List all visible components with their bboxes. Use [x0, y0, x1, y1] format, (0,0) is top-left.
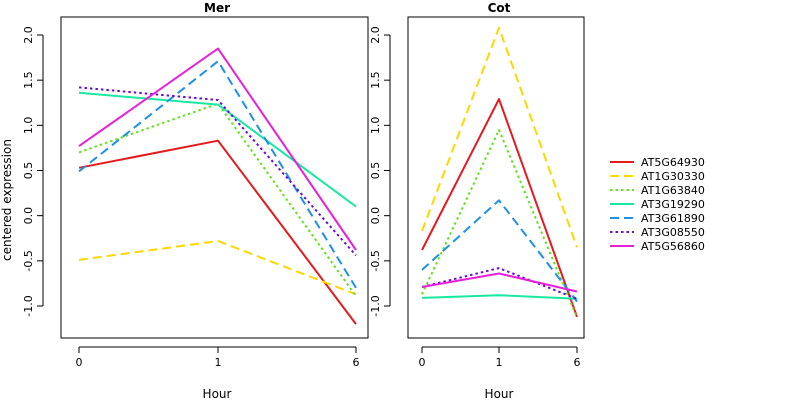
series-line-at5g56860	[421, 272, 578, 293]
panel-cot-xlabel: Hour	[485, 387, 514, 400]
panel-mer-axes: -1.0 -0.5 0.0 0.5 1.0 1.5 2.0 0 1 6	[22, 26, 360, 369]
y-axis-label: centered expression	[0, 139, 14, 261]
y-tick-label: 2.0	[369, 26, 382, 44]
legend-label: AT3G08550	[641, 226, 705, 239]
y-tick-label: -1.0	[22, 295, 35, 316]
y-tick-label: 1.0	[369, 117, 382, 135]
series-line-at3g19290	[421, 294, 578, 300]
series-line-at5g64930	[78, 139, 357, 325]
series-line-at1g63840	[421, 128, 578, 319]
series-line-at3g08550	[421, 267, 578, 300]
y-tick-label: 1.5	[22, 71, 35, 89]
series-line-at5g64930	[421, 98, 578, 318]
y-tick-label: 0.5	[369, 162, 382, 180]
y-tick-label: 0.5	[22, 162, 35, 180]
panel-mer-series	[78, 47, 357, 325]
panel-cot-axes: -1.0 -0.5 0.0 0.5 1.0 1.5 2.0 0 1 6	[369, 26, 581, 369]
legend-label: AT1G30330	[641, 170, 705, 183]
x-tick-label: 0	[419, 356, 426, 369]
series-line-at3g61890	[421, 199, 578, 303]
series-line-at1g30330	[78, 240, 357, 296]
x-tick-label: 1	[215, 356, 222, 369]
x-tick-label: 6	[353, 356, 360, 369]
series-line-at3g61890	[78, 60, 357, 289]
panel-mer-xlabel: Hour	[203, 387, 232, 400]
panel-cot-frame	[407, 16, 585, 339]
y-tick-label: 0.0	[22, 207, 35, 225]
series-line-at1g30330	[421, 26, 578, 248]
legend-label: AT3G61890	[641, 212, 705, 225]
panel-cot: Cot Hour -1.0 -0.5 0.0 0.5 1.0 1.5 2.0 0 1 6	[369, 1, 585, 400]
y-tick-label: -0.5	[22, 250, 35, 271]
panel-mer-frame	[60, 16, 369, 339]
panel-cot-title: Cot	[488, 1, 511, 15]
y-tick-label: -0.5	[369, 250, 382, 271]
y-tick-label: 1.0	[22, 117, 35, 135]
series-line-at3g19290	[78, 91, 357, 208]
legend: AT5G64930AT1G30330AT1G63840AT3G19290AT3G…	[610, 156, 705, 253]
panel-cot-series	[421, 26, 578, 319]
legend-label: AT3G19290	[641, 198, 705, 211]
series-line-at3g08550	[78, 86, 357, 257]
y-tick-label: 1.5	[369, 71, 382, 89]
legend-label: AT5G64930	[641, 156, 705, 169]
y-tick-label: 0.0	[369, 207, 382, 225]
panel-mer-title: Mer	[204, 1, 230, 15]
x-tick-label: 6	[574, 356, 581, 369]
x-tick-label: 0	[76, 356, 83, 369]
x-tick-label: 1	[496, 356, 503, 369]
y-tick-label: -1.0	[369, 295, 382, 316]
y-tick-label: 2.0	[22, 26, 35, 44]
panel-mer: Mer Hour -1.0 -0.5 0.0 0.5 1.0 1.5 2.0 0 1 6	[22, 1, 369, 400]
legend-label: AT5G56860	[641, 240, 705, 253]
series-line-at5g56860	[78, 47, 357, 251]
legend-label: AT1G63840	[641, 184, 705, 197]
